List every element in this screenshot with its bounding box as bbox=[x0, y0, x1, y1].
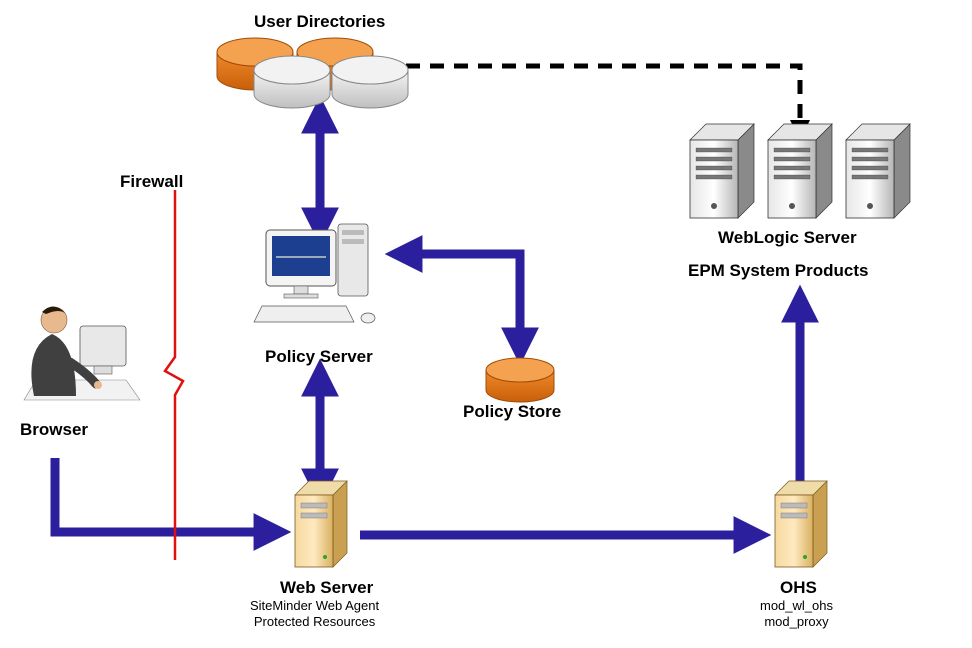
web-server-sublabel: SiteMinder Web Agent Protected Resources bbox=[250, 598, 379, 629]
diagram-canvas bbox=[0, 0, 972, 648]
user-directories-icon bbox=[217, 38, 408, 108]
browser-icon bbox=[24, 306, 140, 400]
web-server-label: Web Server bbox=[280, 578, 373, 598]
policy-store-label: Policy Store bbox=[463, 402, 561, 422]
policy-server-icon bbox=[254, 224, 375, 323]
weblogic-label: WebLogic Server bbox=[718, 228, 857, 248]
browser-label: Browser bbox=[20, 420, 88, 440]
policy-store-icon bbox=[486, 358, 554, 402]
web-server-icon bbox=[295, 481, 347, 567]
ohs-server-icon bbox=[775, 481, 827, 567]
epm-label: EPM System Products bbox=[688, 261, 868, 281]
firewall-label: Firewall bbox=[120, 172, 183, 192]
user-directories-label: User Directories bbox=[254, 12, 385, 32]
firewall-line bbox=[165, 190, 183, 560]
ohs-sublabel: mod_wl_ohs mod_proxy bbox=[760, 598, 833, 629]
arrows-layer bbox=[55, 66, 800, 535]
weblogic-server-icon bbox=[690, 124, 910, 218]
ohs-label: OHS bbox=[780, 578, 817, 598]
policy-server-label: Policy Server bbox=[265, 347, 373, 367]
